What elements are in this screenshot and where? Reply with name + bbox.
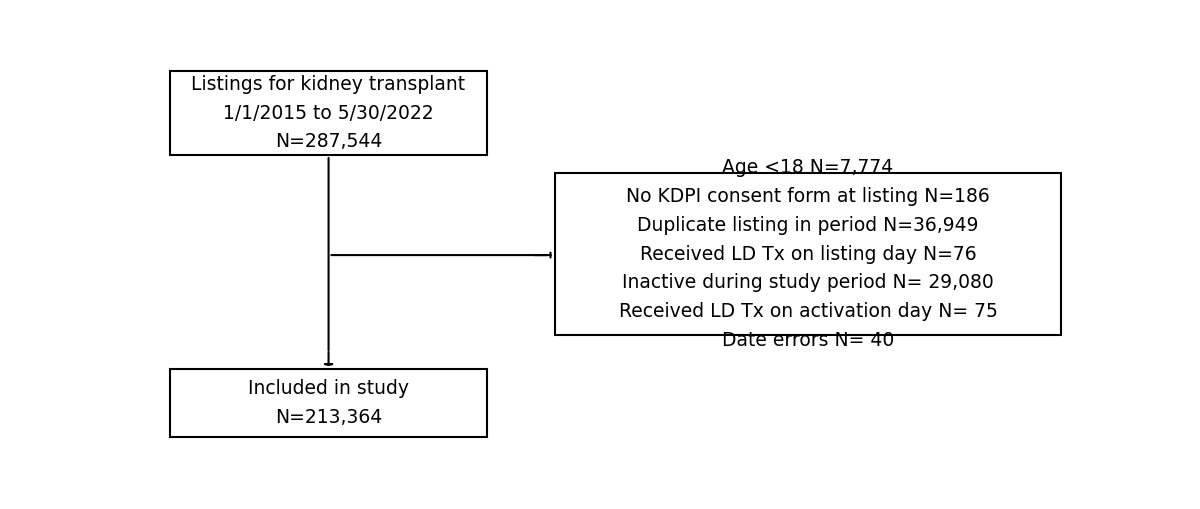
Text: Listings for kidney transplant
1/1/2015 to 5/30/2022
N=287,544: Listings for kidney transplant 1/1/2015 …: [192, 75, 466, 151]
FancyBboxPatch shape: [554, 173, 1062, 335]
FancyBboxPatch shape: [170, 369, 487, 437]
FancyBboxPatch shape: [170, 71, 487, 155]
Text: Age <18 N=7,774
No KDPI consent form at listing N=186
Duplicate listing in perio: Age <18 N=7,774 No KDPI consent form at …: [618, 158, 997, 350]
Text: Included in study
N=213,364: Included in study N=213,364: [248, 379, 409, 427]
